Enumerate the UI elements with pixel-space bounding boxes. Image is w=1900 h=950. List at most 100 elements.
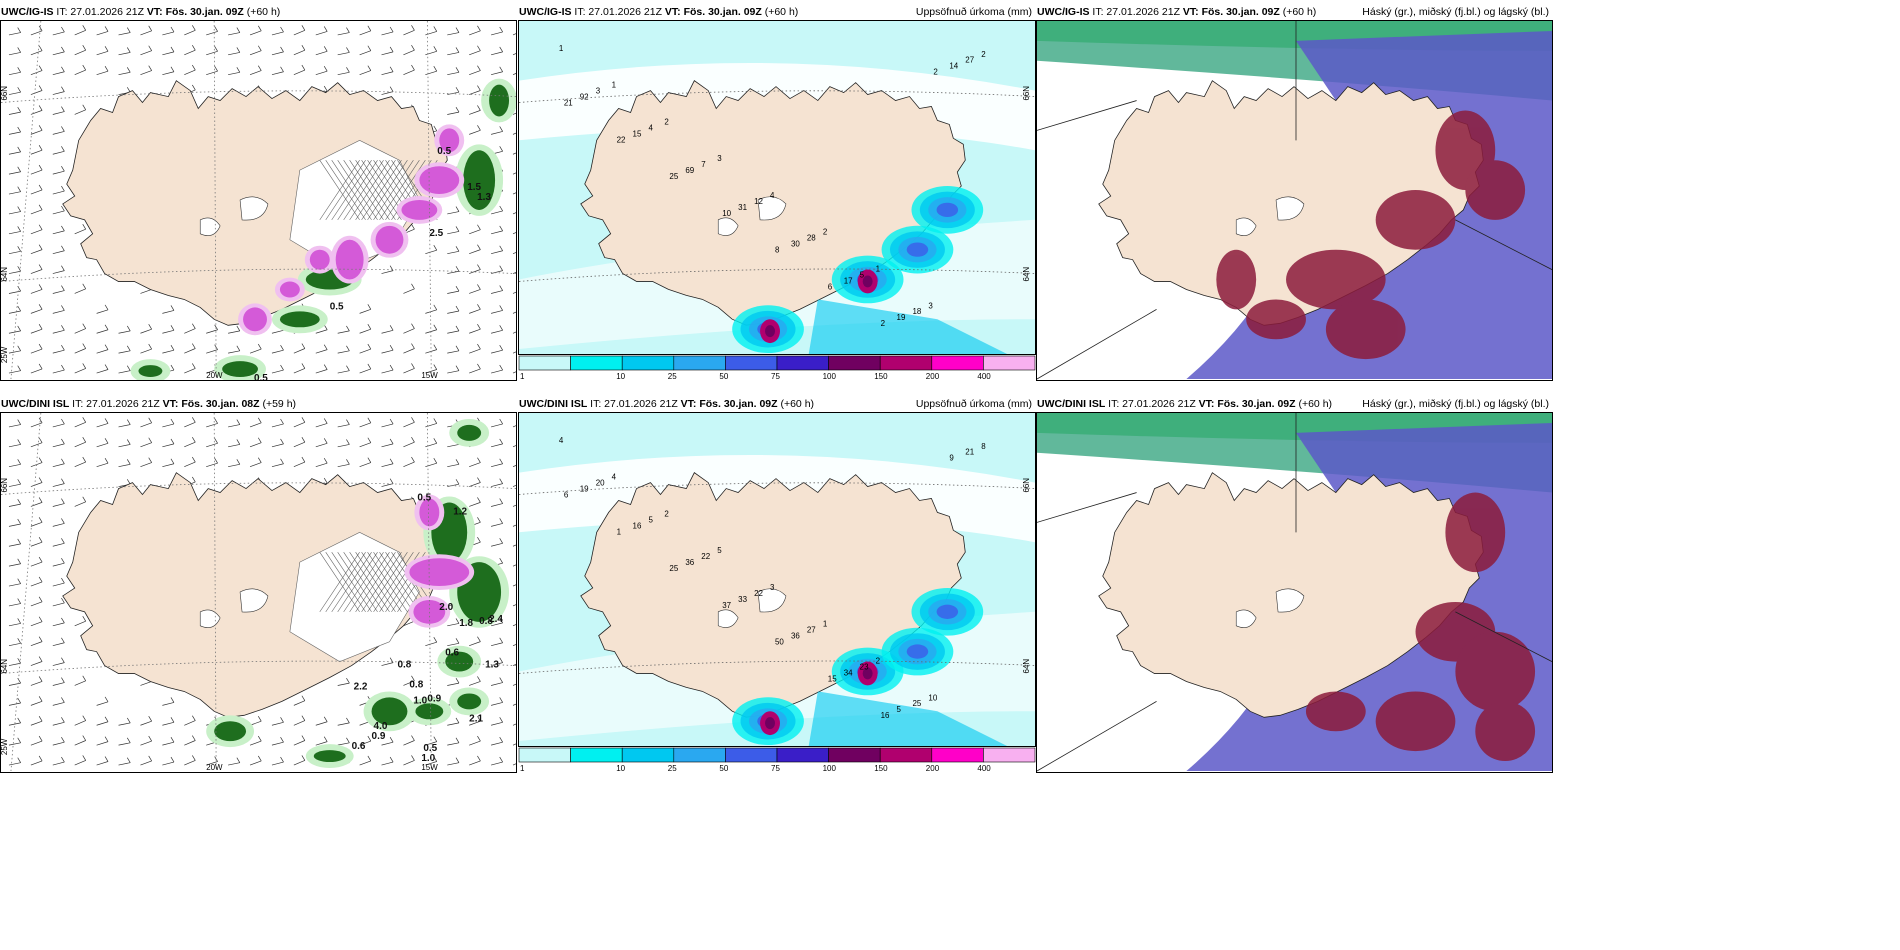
valid-label: VT: bbox=[680, 398, 697, 410]
snow-value: 1.5 bbox=[467, 182, 481, 193]
precip-value: 3 bbox=[717, 154, 722, 163]
precip-value: 31 bbox=[738, 203, 747, 212]
snow-value: 2.0 bbox=[439, 602, 453, 613]
snow-value: 1.3 bbox=[477, 192, 491, 203]
valid-time: Fös. 30.jan. 09Z bbox=[1201, 6, 1280, 18]
boundary-lines bbox=[1037, 413, 1552, 772]
precip-value: 5 bbox=[648, 515, 653, 524]
panel-field-title: Háský (gr.), miðský (fj.bl.) og lágský (… bbox=[1362, 398, 1549, 410]
model-name: UWC/DINI ISL bbox=[519, 398, 588, 410]
precip-value: 25 bbox=[669, 564, 678, 573]
init-time: IT: 27.01.2026 21Z bbox=[574, 6, 662, 18]
valid-time: Fös. 30.jan. 09Z bbox=[699, 398, 778, 410]
precip-value: 8 bbox=[981, 442, 986, 451]
precip-value: 10 bbox=[928, 693, 937, 702]
colorbar-swatch bbox=[725, 355, 778, 371]
lead-time: (+59 h) bbox=[262, 398, 297, 410]
valid-label: VT: bbox=[664, 6, 681, 18]
precip-value: 17 bbox=[844, 276, 853, 285]
precip-value: 6 bbox=[564, 490, 569, 499]
snow-value: 0.8 bbox=[409, 679, 423, 690]
precip-value: 16 bbox=[881, 711, 890, 720]
graticule-label: 25W bbox=[1, 346, 9, 363]
precip-value: 21 bbox=[965, 448, 974, 457]
precip-value: 10 bbox=[722, 209, 731, 218]
colorbar-tick: 200 bbox=[926, 372, 940, 381]
colorbar-swatch bbox=[621, 747, 675, 763]
colorbar-tick: 25 bbox=[668, 372, 677, 381]
precip-value: 3 bbox=[596, 87, 601, 96]
lead-time: (+60 h) bbox=[764, 6, 799, 18]
snow-value: 2.5 bbox=[429, 228, 443, 239]
panel-title: UWC/IG-IS IT: 27.01.2026 21Z VT: Fös. 30… bbox=[519, 6, 798, 18]
init-time: IT: 27.01.2026 21Z bbox=[1092, 6, 1180, 18]
snow-labels: 0.5 0.5 0.5 1.3 2.5 1.5 bbox=[254, 146, 491, 380]
precip-colorbar: 1 10 25 50 75 100 150 200 400 bbox=[518, 355, 1036, 381]
map-frame bbox=[1036, 20, 1553, 381]
colorbar-tick: 150 bbox=[874, 372, 888, 381]
hatch-lines bbox=[319, 552, 438, 613]
precip-value: 7 bbox=[701, 160, 706, 169]
precip-value: 22 bbox=[701, 552, 710, 561]
panel-title: UWC/DINI ISL IT: 27.01.2026 21Z VT: Fös.… bbox=[1037, 398, 1332, 410]
colorbar-swatch bbox=[931, 355, 984, 371]
lead-time: (+60 h) bbox=[1298, 398, 1333, 410]
colorbar-tick: 10 bbox=[616, 372, 625, 381]
graticule-label: 64N bbox=[1022, 659, 1031, 674]
lead-time: (+60 h) bbox=[246, 6, 281, 18]
glacier-outline bbox=[1235, 196, 1305, 236]
colorbar-swatch bbox=[725, 747, 778, 763]
model-name: UWC/DINI ISL bbox=[1, 398, 70, 410]
colorbar-tick: 10 bbox=[616, 764, 625, 773]
precip-value: 50 bbox=[775, 638, 784, 647]
map-frame bbox=[1036, 412, 1553, 773]
model-name: UWC/IG-IS bbox=[519, 6, 572, 18]
graticule-label: 66N bbox=[1, 86, 9, 101]
precip-value: 34 bbox=[844, 668, 853, 677]
precip-value: 19 bbox=[580, 485, 589, 494]
precip-value: 1 bbox=[823, 620, 828, 629]
lead-time: (+60 h) bbox=[1282, 6, 1317, 18]
graticule-label: 66N bbox=[1, 478, 9, 493]
panel-field-title: Uppsöfnuð úrkoma (mm) bbox=[915, 6, 1032, 18]
colorbar-tick: 75 bbox=[771, 764, 780, 773]
panel-header: UWC/IG-IS IT: 27.01.2026 21Z VT: Fös. 30… bbox=[518, 4, 1036, 22]
colorbar-tick: 50 bbox=[719, 764, 728, 773]
colorbar-swatch bbox=[983, 355, 1036, 371]
panel-title: UWC/IG-IS IT: 27.01.2026 21Z VT: Fös. 30… bbox=[1037, 6, 1316, 18]
map-frame: 4 4 2 5 3 1 2 10 8 20 5 22 22 27 23 25 21 19 16 36 33 36 34 5 9 6… bbox=[518, 412, 1036, 747]
panel-header: UWC/DINI ISL IT: 27.01.2026 21Z VT: Fös.… bbox=[0, 396, 517, 414]
colorbar-swatch bbox=[828, 747, 881, 763]
model-name: UWC/DINI ISL bbox=[1037, 398, 1106, 410]
panel-title: UWC/IG-IS IT: 27.01.2026 21Z VT: Fös. 30… bbox=[1, 6, 280, 18]
precip-value: 2 bbox=[664, 509, 669, 518]
init-time: IT: 27.01.2026 21Z bbox=[72, 398, 160, 410]
precip-value: 5 bbox=[897, 705, 902, 714]
init-time: IT: 27.01.2026 21Z bbox=[56, 6, 144, 18]
precip-value: 92 bbox=[580, 93, 589, 102]
precip-value: 2 bbox=[664, 117, 669, 126]
map-frame: 0.5 0.5 0.5 1.3 2.5 1.5 66N 64N 20W 15W 25W bbox=[0, 20, 517, 381]
snow-value: 0.9 bbox=[372, 731, 386, 742]
model-name: UWC/IG-IS bbox=[1037, 6, 1090, 18]
glacier-outline bbox=[199, 196, 269, 236]
precip-value: 22 bbox=[754, 589, 763, 598]
snow-value: 0.5 bbox=[437, 146, 451, 157]
panel-snow-dini: UWC/DINI ISL IT: 27.01.2026 21Z VT: Fös.… bbox=[0, 396, 517, 773]
panel-snow-igis: UWC/IG-IS IT: 27.01.2026 21Z VT: Fös. 30… bbox=[0, 4, 517, 381]
valid-label: VT: bbox=[1198, 398, 1215, 410]
precip-value: 27 bbox=[965, 56, 974, 65]
panel-header: UWC/DINI ISL IT: 27.01.2026 21Z VT: Fös.… bbox=[518, 396, 1036, 414]
precip-value: 23 bbox=[860, 662, 869, 671]
precip-value: 8 bbox=[775, 246, 780, 255]
precip-contours bbox=[732, 587, 1008, 746]
precip-value: 69 bbox=[685, 166, 694, 175]
valid-label: VT: bbox=[1182, 6, 1199, 18]
panel-header: UWC/IG-IS IT: 27.01.2026 21Z VT: Fös. 30… bbox=[1036, 4, 1553, 22]
snow-value: 1.3 bbox=[485, 660, 499, 671]
colorbar-tick: 100 bbox=[823, 372, 837, 381]
map-frame: 0.5 1.2 2.0 0.8 0.8 0.8 0.9 1.0 2.2 4.0 0.9 0.6 0.5 1… bbox=[0, 412, 517, 773]
low-cloud bbox=[1216, 110, 1526, 360]
colorbar-tick: 150 bbox=[874, 764, 888, 773]
precip-value: 1 bbox=[612, 81, 617, 90]
